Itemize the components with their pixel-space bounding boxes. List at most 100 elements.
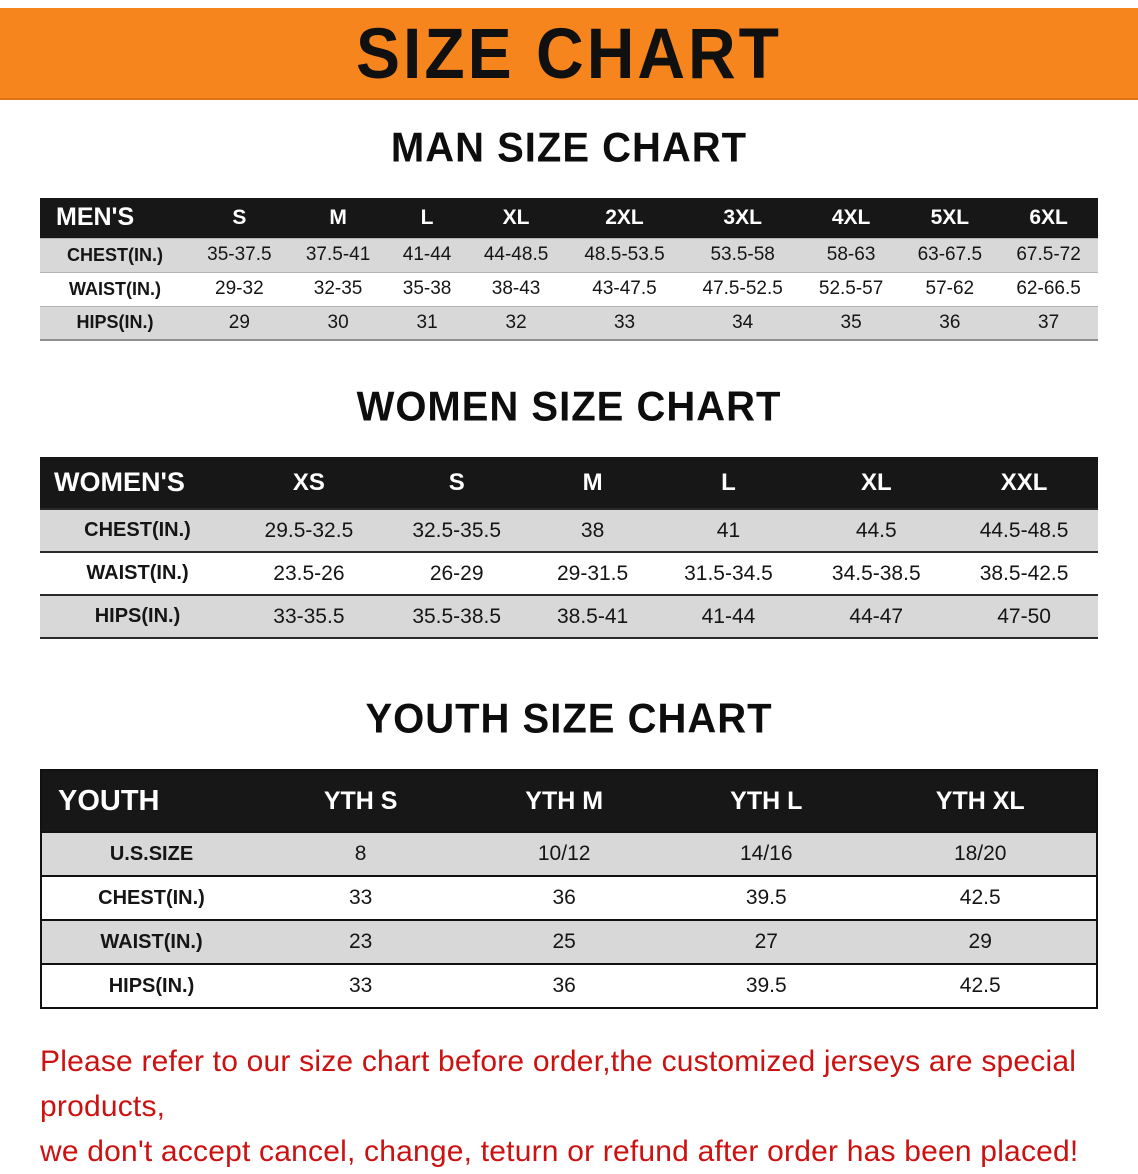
size-cell: 32.5-35.5 <box>382 509 531 552</box>
row-label: WAIST(IN.) <box>40 272 190 306</box>
row-label: HIPS(IN.) <box>40 595 235 638</box>
size-cell: 63-67.5 <box>900 238 1000 272</box>
youth-ussize-row: U.S.SIZE 8 10/12 14/16 18/20 <box>41 832 1097 876</box>
size-cell: 42.5 <box>864 964 1097 1008</box>
size-column-header: 6XL <box>999 198 1098 238</box>
size-cell: 58-63 <box>801 238 901 272</box>
women-hips-row: HIPS(IN.) 33-35.5 35.5-38.5 38.5-41 41-4… <box>40 595 1098 638</box>
page-title: SIZE CHART <box>356 13 782 93</box>
size-cell: 35-37.5 <box>190 238 289 272</box>
size-cell: 48.5-53.5 <box>565 238 684 272</box>
row-label: WAIST(IN.) <box>41 920 261 964</box>
men-chest-row: CHEST(IN.) 35-37.5 37.5-41 41-44 44-48.5… <box>40 238 1098 272</box>
size-column-header: M <box>530 457 655 509</box>
women-header-row: WOMEN'S XS S M L XL XXL <box>40 457 1098 509</box>
size-cell: 32 <box>466 306 566 340</box>
size-cell: 36 <box>460 876 669 920</box>
women-size-table: WOMEN'S XS S M L XL XXL CHEST(IN.) 29.5-… <box>40 457 1098 639</box>
size-chart-banner: SIZE CHART <box>0 8 1138 100</box>
youth-hips-row: HIPS(IN.) 33 36 39.5 42.5 <box>41 964 1097 1008</box>
size-cell: 44-47 <box>802 595 951 638</box>
size-cell: 35 <box>801 306 901 340</box>
men-hips-row: HIPS(IN.) 29 30 31 32 33 34 35 36 37 <box>40 306 1098 340</box>
size-cell: 53.5-58 <box>683 238 802 272</box>
size-cell: 47-50 <box>950 595 1098 638</box>
size-cell: 38.5-41 <box>530 595 655 638</box>
size-cell: 39.5 <box>668 964 865 1008</box>
youth-size-table: YOUTH YTH S YTH M YTH L YTH XL U.S.SIZE … <box>40 769 1098 1009</box>
size-cell: 35-38 <box>387 272 467 306</box>
size-cell: 26-29 <box>382 552 531 595</box>
size-cell: 23 <box>261 920 461 964</box>
row-label: CHEST(IN.) <box>40 238 190 272</box>
size-cell: 44-48.5 <box>466 238 566 272</box>
women-waist-row: WAIST(IN.) 23.5-26 26-29 29-31.5 31.5-34… <box>40 552 1098 595</box>
size-cell: 42.5 <box>864 876 1097 920</box>
size-column-header: M <box>288 198 388 238</box>
size-cell: 30 <box>288 306 388 340</box>
youth-waist-row: WAIST(IN.) 23 25 27 29 <box>41 920 1097 964</box>
size-cell: 31.5-34.5 <box>654 552 803 595</box>
size-cell: 33 <box>565 306 684 340</box>
size-cell: 38.5-42.5 <box>950 552 1098 595</box>
row-label: HIPS(IN.) <box>41 964 261 1008</box>
size-column-header: YTH M <box>460 770 669 832</box>
men-table-label: MEN'S <box>40 198 190 238</box>
size-cell: 37.5-41 <box>288 238 388 272</box>
size-column-header: 4XL <box>801 198 901 238</box>
size-column-header: XXL <box>950 457 1098 509</box>
size-cell: 43-47.5 <box>565 272 684 306</box>
size-cell: 34.5-38.5 <box>802 552 951 595</box>
size-column-header: 2XL <box>565 198 684 238</box>
size-column-header: S <box>382 457 531 509</box>
size-column-header: YTH L <box>668 770 865 832</box>
size-column-header: 3XL <box>683 198 802 238</box>
size-column-header: L <box>654 457 803 509</box>
size-cell: 41 <box>654 509 803 552</box>
size-cell: 29-32 <box>190 272 289 306</box>
size-column-header: S <box>190 198 289 238</box>
size-cell: 36 <box>460 964 669 1008</box>
size-cell: 62-66.5 <box>999 272 1098 306</box>
size-cell: 39.5 <box>668 876 865 920</box>
size-cell: 34 <box>683 306 802 340</box>
size-cell: 33 <box>261 876 461 920</box>
men-size-table: MEN'S S M L XL 2XL 3XL 4XL 5XL 6XL CHEST… <box>40 198 1098 341</box>
size-cell: 52.5-57 <box>801 272 901 306</box>
size-column-header: 5XL <box>900 198 1000 238</box>
size-cell: 33-35.5 <box>235 595 383 638</box>
youth-section-heading: YOUTH SIZE CHART <box>365 695 773 743</box>
size-column-header: YTH S <box>261 770 461 832</box>
youth-table-label: YOUTH <box>41 770 261 832</box>
size-cell: 29.5-32.5 <box>235 509 383 552</box>
women-section-heading: WOMEN SIZE CHART <box>356 383 782 431</box>
size-cell: 44.5 <box>802 509 951 552</box>
men-section-heading: MAN SIZE CHART <box>390 124 748 172</box>
women-table-label: WOMEN'S <box>40 457 235 509</box>
size-cell: 31 <box>387 306 467 340</box>
size-cell: 14/16 <box>668 832 865 876</box>
size-cell: 18/20 <box>864 832 1097 876</box>
size-cell: 32-35 <box>288 272 388 306</box>
size-cell: 41-44 <box>654 595 803 638</box>
row-label: CHEST(IN.) <box>41 876 261 920</box>
size-column-header: XS <box>235 457 383 509</box>
size-column-header: XL <box>466 198 566 238</box>
youth-chest-row: CHEST(IN.) 33 36 39.5 42.5 <box>41 876 1097 920</box>
size-cell: 25 <box>460 920 669 964</box>
size-column-header: XL <box>802 457 951 509</box>
size-column-header: YTH XL <box>864 770 1097 832</box>
row-label: U.S.SIZE <box>41 832 261 876</box>
size-cell: 36 <box>900 306 1000 340</box>
disclaimer-line-2: we don't accept cancel, change, teturn o… <box>40 1135 1079 1168</box>
size-cell: 8 <box>261 832 461 876</box>
women-chest-row: CHEST(IN.) 29.5-32.5 32.5-35.5 38 41 44.… <box>40 509 1098 552</box>
size-cell: 35.5-38.5 <box>382 595 531 638</box>
size-cell: 47.5-52.5 <box>683 272 802 306</box>
size-cell: 10/12 <box>460 832 669 876</box>
size-cell: 57-62 <box>900 272 1000 306</box>
size-cell: 29 <box>190 306 289 340</box>
size-cell: 29 <box>864 920 1097 964</box>
men-header-row: MEN'S S M L XL 2XL 3XL 4XL 5XL 6XL <box>40 198 1098 238</box>
size-cell: 44.5-48.5 <box>950 509 1098 552</box>
